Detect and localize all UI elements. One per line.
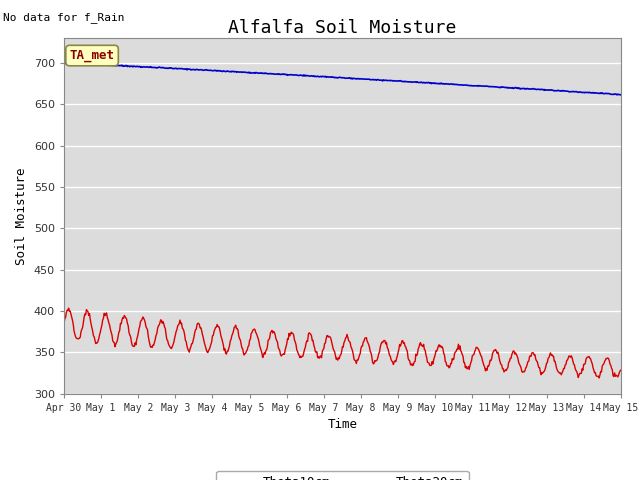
Theta10cm [183, 343, 191, 349]
Theta20cm [334, 75, 342, 81]
Title: Alfalfa Soil Moisture: Alfalfa Soil Moisture [228, 19, 456, 37]
Legend: Theta10cm, Theta20cm: Theta10cm, Theta20cm [216, 471, 468, 480]
Text: No data for f_Rain: No data for f_Rain [3, 12, 125, 23]
Line: Theta20cm: Theta20cm [64, 63, 621, 95]
Text: TA_met: TA_met [70, 49, 115, 62]
Theta10cm [595, 375, 603, 381]
Theta10cm [335, 355, 342, 361]
Theta10cm [207, 341, 215, 347]
Theta10cm [65, 305, 72, 311]
Theta20cm [566, 89, 573, 95]
Theta10cm [566, 354, 574, 360]
Theta20cm [617, 92, 625, 98]
Theta10cm [60, 321, 68, 326]
Theta10cm [389, 360, 397, 365]
Theta20cm [206, 67, 214, 73]
Theta10cm [617, 367, 625, 373]
Y-axis label: Soil Moisture: Soil Moisture [15, 167, 28, 265]
Theta10cm [444, 363, 451, 369]
X-axis label: Time: Time [328, 418, 357, 431]
Theta20cm [388, 78, 396, 84]
Theta20cm [60, 60, 68, 66]
Theta20cm [443, 81, 451, 87]
Line: Theta10cm: Theta10cm [64, 308, 621, 378]
Theta20cm [182, 66, 190, 72]
